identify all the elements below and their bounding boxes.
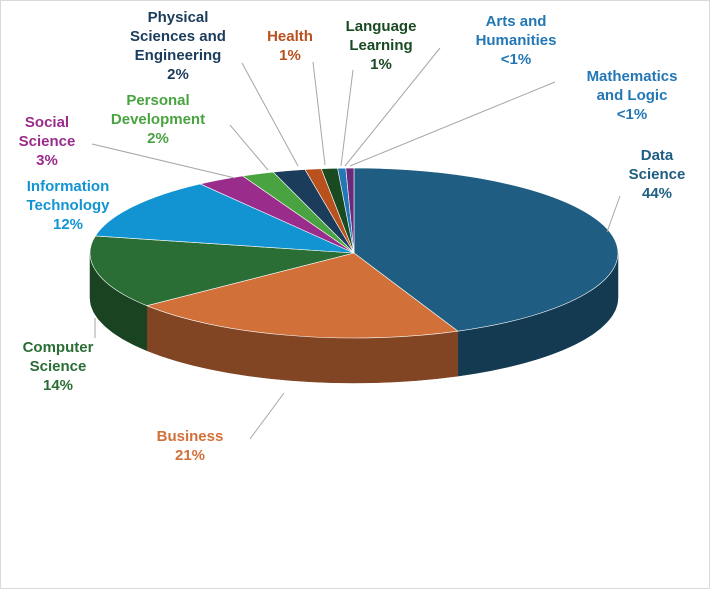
data-label-category: and Logic <box>597 87 668 104</box>
data-label-category: Learning <box>349 37 412 54</box>
leader-line-4 <box>91 143 236 179</box>
data-label-category: Business <box>157 428 224 445</box>
leader-line-5 <box>229 124 269 171</box>
data-label-percent: 12% <box>53 216 83 233</box>
data-label-percent: 2% <box>147 130 169 147</box>
data-label-category: Sciences and <box>130 28 226 45</box>
data-label-1: Business 21% <box>157 428 224 464</box>
data-label-category: Social <box>25 114 69 131</box>
data-label-category: Science <box>19 133 76 150</box>
data-label-category: Arts and <box>486 13 547 30</box>
data-label-2: Computer Science 14% <box>23 339 94 394</box>
leader-line-7 <box>312 61 326 166</box>
data-label-5: Personal Development 2% <box>111 92 205 147</box>
data-label-10: Mathematics and Logic <1% <box>587 68 678 123</box>
leader-line-6 <box>241 62 299 167</box>
data-label-8: Language Learning 1% <box>346 18 417 73</box>
pie-slice-1 <box>145 252 459 339</box>
data-label-category: Science <box>629 166 686 183</box>
data-label-category: Mathematics <box>587 68 678 85</box>
data-label-category: Physical <box>148 9 209 26</box>
data-label-percent: 1% <box>279 47 301 64</box>
data-label-percent: 1% <box>370 56 392 73</box>
data-label-7: Health 1% <box>267 28 313 64</box>
data-label-category: Science <box>30 358 87 375</box>
data-label-category: Language <box>346 18 417 35</box>
data-labels: Data Science 44% Business 21% Computer Science… <box>19 9 686 464</box>
data-label-category: Development <box>111 111 205 128</box>
data-label-category: Technology <box>26 197 110 214</box>
pie-slice-3 <box>94 183 355 254</box>
data-label-category: Engineering <box>135 47 222 64</box>
data-label-4: Social Science 3% <box>19 114 76 169</box>
data-label-percent: 14% <box>43 377 73 394</box>
leader-line-9 <box>344 47 441 167</box>
data-label-percent: <1% <box>501 51 531 68</box>
leader-line-0 <box>606 195 621 233</box>
leader-line-8 <box>340 69 354 167</box>
leader-lines <box>91 47 621 440</box>
data-label-category: Humanities <box>476 32 557 49</box>
pie-slice-0 <box>353 167 619 332</box>
data-label-category: Data <box>641 147 674 164</box>
leader-line-10 <box>349 81 556 167</box>
data-label-category: Information <box>27 178 110 195</box>
data-label-3: Information Technology 12% <box>26 178 110 233</box>
data-label-category: Health <box>267 28 313 45</box>
pie-slices <box>89 167 619 339</box>
data-label-percent: 3% <box>36 152 58 169</box>
pie-slice-10 <box>345 167 355 254</box>
data-label-category: Personal <box>126 92 189 109</box>
data-label-0: Data Science 44% <box>629 147 686 202</box>
data-label-percent: 44% <box>642 185 672 202</box>
data-label-9: Arts and Humanities <1% <box>476 13 557 68</box>
pie-slice-2 <box>89 235 355 307</box>
data-label-percent: 2% <box>167 66 189 83</box>
data-label-percent: 21% <box>175 447 205 464</box>
data-label-6: Physical Sciences and Engineering 2% <box>130 9 226 83</box>
leader-line-1 <box>249 392 285 440</box>
data-label-percent: <1% <box>617 106 647 123</box>
data-label-category: Computer <box>23 339 94 356</box>
